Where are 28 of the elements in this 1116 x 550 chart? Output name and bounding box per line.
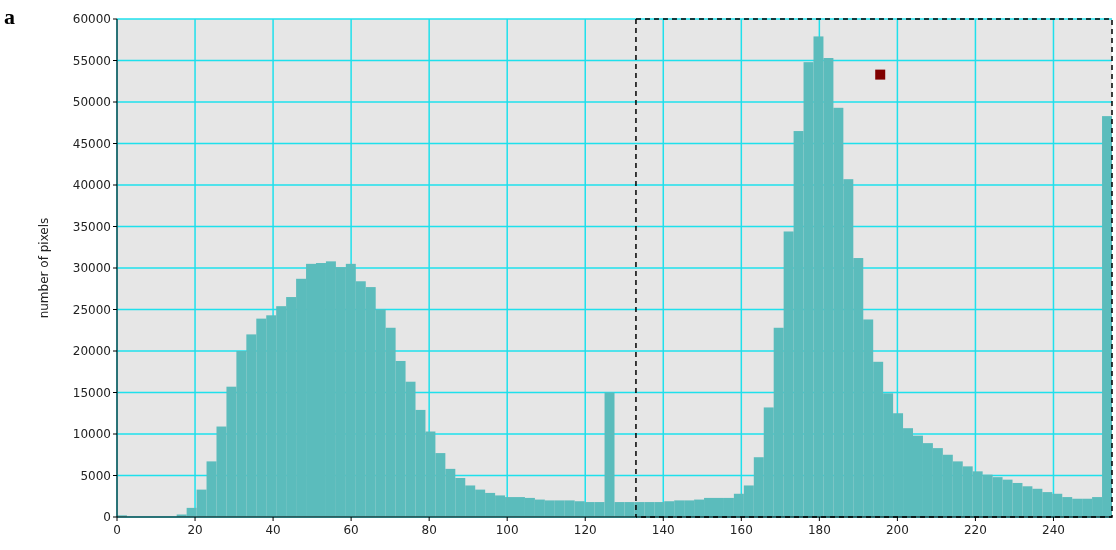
x-tick-label: 80 — [421, 523, 437, 537]
text: a — [4, 4, 15, 29]
y-tick-label: 0 — [103, 510, 111, 524]
x-tick-label: 240 — [1042, 523, 1065, 537]
y-tick-label: 35000 — [72, 219, 111, 234]
y-tick-label: 15000 — [72, 385, 111, 400]
y-tick-label: 30000 — [72, 261, 111, 275]
y-tick-label: 50000 — [72, 95, 111, 109]
y-axis-title: number of pixels — [37, 217, 51, 319]
y-tick-label: 40000 — [72, 178, 111, 192]
x-tick-label: 40 — [265, 523, 281, 537]
x-tick-label: 60 — [343, 523, 359, 537]
x-tick-label: 180 — [807, 523, 831, 537]
y-tick-label: 55000 — [72, 53, 111, 68]
y-tick-label: 5000 — [80, 468, 111, 483]
y-tick-label: 10000 — [72, 427, 111, 441]
x-tick-label: 220 — [963, 523, 987, 537]
x-tick-label: 160 — [729, 523, 753, 537]
y-tick-label: 45000 — [72, 136, 111, 151]
x-tick-label: 200 — [885, 523, 909, 537]
x-tick-label: 140 — [651, 523, 675, 537]
y-tick-label: 60000 — [72, 12, 111, 26]
x-tick-label: 120 — [573, 523, 597, 537]
x-tick-label: 100 — [495, 523, 519, 537]
y-tick-label: 20000 — [72, 344, 111, 358]
x-tick-label: 0 — [113, 523, 121, 537]
y-tick-label: 25000 — [72, 302, 111, 317]
x-tick-label: 20 — [187, 523, 203, 537]
